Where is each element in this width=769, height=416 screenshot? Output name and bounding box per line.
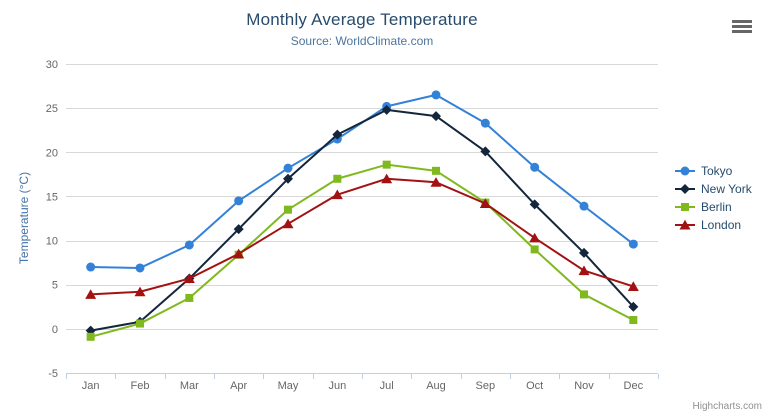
- tokyo-point-Feb[interactable]: [135, 263, 145, 273]
- chart-title: Monthly Average Temperature: [246, 10, 478, 29]
- series-london: [85, 173, 639, 299]
- london-point-Apr[interactable]: [233, 248, 245, 259]
- legend-marker-triangle-icon: [675, 219, 695, 230]
- y-gridlines: [66, 64, 658, 330]
- berlin-point-Nov[interactable]: [580, 290, 588, 299]
- hamburger-icon-bar: [732, 24, 752, 28]
- y-axis-label: 25: [46, 103, 58, 115]
- legend: Tokyo New York Berlin London: [674, 162, 752, 234]
- x-axis-label: Aug: [426, 380, 446, 392]
- x-axis-label: Jun: [328, 380, 346, 392]
- y-axis-label: 0: [52, 324, 58, 336]
- x-axis-label: May: [278, 380, 299, 392]
- berlin-point-Oct[interactable]: [530, 245, 539, 254]
- new-york-point-Aug[interactable]: [431, 111, 441, 122]
- legend-marker-diamond-icon: [675, 184, 695, 194]
- london-point-Jul[interactable]: [381, 173, 393, 184]
- london-point-Mar[interactable]: [183, 273, 195, 284]
- tokyo-point-Jan[interactable]: [86, 262, 96, 272]
- new-york-point-Sep[interactable]: [480, 146, 491, 157]
- tokyo-point-Nov[interactable]: [579, 201, 589, 211]
- y-axis-label: 20: [46, 147, 58, 159]
- berlin-point-Mar[interactable]: [185, 293, 194, 302]
- legend-label: Tokyo: [701, 164, 733, 178]
- new-york-point-Dec[interactable]: [628, 301, 639, 312]
- hamburger-icon-bar: [732, 29, 752, 33]
- x-axis-label: Feb: [131, 380, 150, 392]
- tokyo-point-Aug[interactable]: [431, 90, 441, 100]
- london-point-Dec[interactable]: [627, 281, 639, 291]
- x-axis-label: Nov: [574, 380, 594, 392]
- new-york-point-Oct[interactable]: [529, 199, 540, 210]
- legend-item-tokyo[interactable]: Tokyo: [674, 162, 752, 180]
- london-line: [89, 177, 635, 296]
- legend-label: New York: [701, 182, 752, 196]
- x-axis-label: Mar: [180, 380, 199, 392]
- x-axis-labels: Jan Feb Mar Apr May Jun Jul Aug Sep Oct Nov Dec: [82, 380, 644, 392]
- y-axis-label: 30: [46, 59, 58, 71]
- berlin-point-Aug[interactable]: [432, 166, 440, 175]
- credits-link[interactable]: Highcharts.com: [692, 401, 762, 412]
- berlin-point-Dec[interactable]: [629, 316, 638, 325]
- london-point-Jan[interactable]: [85, 289, 97, 299]
- tokyo-point-Apr[interactable]: [234, 196, 244, 206]
- tokyo-point-Mar[interactable]: [184, 240, 194, 250]
- legend-marker-shape[interactable]: [680, 184, 690, 194]
- legend-marker-shape[interactable]: [679, 219, 691, 230]
- legend-item-london[interactable]: London: [674, 216, 752, 234]
- tokyo-point-Oct[interactable]: [530, 162, 540, 172]
- y-axis-labels: -5 0 5 10 15 20 25 30: [46, 59, 58, 380]
- legend-label: Berlin: [701, 200, 732, 214]
- export-menu-button[interactable]: [731, 16, 753, 36]
- tokyo-point-Sep[interactable]: [480, 118, 490, 128]
- tokyo-point-Dec[interactable]: [628, 239, 638, 249]
- legend-marker-square-icon: [675, 203, 695, 211]
- x-axis-label: Dec: [624, 380, 644, 392]
- london-point-Jun[interactable]: [331, 189, 343, 200]
- london-point-Aug[interactable]: [430, 177, 442, 187]
- legend-marker-circle-icon: [675, 166, 695, 176]
- y-axis-label: -5: [48, 368, 58, 380]
- london-point-Sep[interactable]: [479, 198, 491, 208]
- legend-item-new-york[interactable]: New York: [674, 180, 752, 198]
- tokyo-point-May[interactable]: [283, 163, 293, 173]
- legend-item-berlin[interactable]: Berlin: [674, 198, 752, 216]
- x-axis-label: Apr: [230, 380, 247, 392]
- legend-label: London: [701, 218, 742, 232]
- new-york-line: [89, 108, 635, 332]
- x-axis-label: Jan: [82, 380, 100, 392]
- y-axis-label: 5: [52, 280, 58, 292]
- legend-marker-shape[interactable]: [680, 166, 690, 176]
- series-tokyo: [86, 90, 638, 273]
- berlin-point-May[interactable]: [284, 205, 292, 214]
- london-point-Feb[interactable]: [134, 286, 146, 297]
- hamburger-icon-bar: [732, 19, 752, 23]
- new-york-point-Jun[interactable]: [332, 129, 343, 140]
- new-york-point-Apr[interactable]: [233, 224, 244, 235]
- x-axis: [66, 373, 659, 379]
- x-axis-label: Oct: [526, 380, 543, 392]
- chart-subtitle: Source: WorldClimate.com: [290, 34, 434, 48]
- y-axis-label: 10: [46, 236, 58, 248]
- y-axis-label: 15: [46, 191, 58, 203]
- london-point-Oct[interactable]: [529, 232, 541, 243]
- new-york-point-Jul[interactable]: [381, 104, 392, 115]
- new-york-point-Nov[interactable]: [579, 247, 589, 258]
- berlin-point-Jan[interactable]: [86, 332, 95, 341]
- berlin-point-Jul[interactable]: [382, 160, 391, 169]
- london-point-Nov[interactable]: [578, 265, 590, 276]
- y-axis-title: Temperature (°C): [17, 171, 31, 265]
- x-axis-label: Jul: [380, 380, 394, 392]
- x-axis-label: Sep: [476, 380, 496, 392]
- london-point-May[interactable]: [282, 218, 294, 229]
- berlin-point-Feb[interactable]: [136, 319, 144, 328]
- berlin-point-Jun[interactable]: [333, 174, 342, 183]
- berlin-line: [89, 163, 635, 338]
- legend-marker-shape[interactable]: [681, 203, 689, 211]
- new-york-point-May[interactable]: [283, 173, 293, 184]
- series-new-york: [85, 104, 639, 336]
